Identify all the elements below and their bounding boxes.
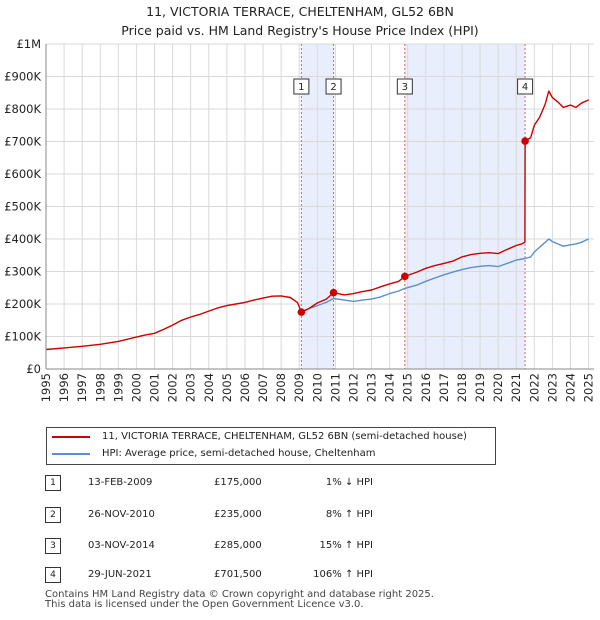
x-tick-label: 2010: [310, 373, 324, 402]
footer-line-1: Contains HM Land Registry data © Crown c…: [45, 589, 434, 600]
sale-label: 1: [298, 82, 304, 93]
x-tick-label: 2015: [401, 373, 415, 402]
sale-row: 3 03-NOV-2014 £285,000 15% ↑ HPI: [0, 537, 600, 555]
y-tick-label: £100K: [4, 330, 41, 344]
x-tick-label: 2017: [437, 373, 451, 402]
sale-label-box: [396, 78, 413, 95]
x-tick-label: 1998: [93, 373, 107, 402]
sale-hpi-diff: 15% ↑ HPI: [319, 540, 373, 551]
title-line-2: Price paid vs. HM Land Registry's House …: [121, 23, 479, 38]
sale-label-box: [293, 78, 310, 95]
x-tick-label: 2024: [563, 373, 577, 402]
x-tick-label: 2014: [383, 373, 397, 402]
sale-hpi-diff: 106% ↑ HPI: [313, 569, 373, 580]
footer-attribution: Contains HM Land Registry data © Crown c…: [45, 590, 434, 610]
x-tick-label: 2000: [129, 373, 143, 402]
y-tick-label: £200K: [4, 297, 41, 311]
y-tick-label: £800K: [4, 102, 41, 116]
x-tick-label: 2016: [419, 373, 433, 402]
legend-label-hpi: HPI: Average price, semi-detached house,…: [102, 448, 376, 459]
x-tick-label: 2012: [346, 373, 360, 402]
x-tick-label: 2008: [274, 373, 288, 402]
legend-swatch-property: [52, 436, 90, 438]
x-tick-label: 2019: [473, 373, 487, 402]
sale-point: [521, 137, 529, 145]
sale-date: 13-FEB-2009: [88, 477, 153, 488]
footer-line-2: This data is licensed under the Open Gov…: [45, 599, 364, 610]
sale-badge: 4: [45, 567, 61, 583]
y-tick-label: £0: [26, 362, 41, 376]
sale-badge: 2: [45, 507, 61, 523]
sale-row: 1 13-FEB-2009 £175,000 1% ↓ HPI: [0, 474, 600, 492]
x-tick-label: 2018: [455, 373, 469, 402]
sale-row: 4 29-JUN-2021 £701,500 106% ↑ HPI: [0, 566, 600, 584]
x-tick-label: 2002: [166, 373, 180, 402]
sale-point: [401, 272, 409, 281]
x-tick-label: 2004: [202, 373, 216, 402]
x-tick-label: 2003: [184, 373, 198, 402]
x-tick-label: 2021: [509, 373, 523, 402]
x-tick-label: 2007: [256, 373, 270, 402]
legend: 11, VICTORIA TERRACE, CHELTENHAM, GL52 6…: [46, 427, 496, 465]
x-tick-label: 2005: [220, 373, 234, 402]
sale-point: [297, 308, 306, 316]
x-tick-label: 2009: [292, 373, 306, 402]
sale-badge: 1: [45, 475, 61, 491]
y-tick-label: £500K: [4, 200, 41, 214]
sale-point: [329, 288, 338, 297]
sale-hpi-diff: 1% ↓ HPI: [325, 477, 373, 488]
sale-price: £175,000: [214, 477, 262, 488]
sale-price: £701,500: [214, 569, 262, 580]
y-tick-label: £900K: [4, 70, 41, 84]
sale-row: 2 26-NOV-2010 £235,000 8% ↑ HPI: [0, 506, 600, 524]
sale-date: 29-JUN-2021: [88, 569, 152, 580]
y-tick-label: £300K: [4, 265, 41, 279]
x-tick-label: 1995: [39, 373, 53, 402]
x-tick-label: 2013: [365, 373, 379, 402]
hpi-series-line: [301, 238, 589, 313]
y-tick-label: £400K: [4, 232, 41, 246]
x-tick-label: 2023: [545, 373, 559, 402]
sale-hpi-diff: 8% ↑ HPI: [325, 509, 373, 520]
y-tick-label: £1M: [16, 37, 41, 51]
sale-date: 26-NOV-2010: [88, 509, 155, 520]
title-line-1: 11, VICTORIA TERRACE, CHELTENHAM, GL52 6…: [146, 4, 454, 19]
sale-price: £285,000: [214, 540, 262, 551]
sale-badge: 3: [45, 538, 61, 554]
sale-price: £235,000: [214, 509, 262, 520]
y-tick-label: £600K: [4, 167, 41, 181]
x-tick-label: 2001: [148, 373, 162, 402]
sale-label: 2: [330, 82, 336, 93]
price-chart: £0 £100K £200K £300K £400K £500K £600K £700K £80…: [4, 37, 596, 402]
x-tick-label: 1997: [75, 373, 89, 402]
property-series-line: [45, 90, 589, 351]
x-tick-label: 2020: [491, 373, 505, 402]
x-tick-label: 2011: [328, 373, 342, 402]
sale-date: 03-NOV-2014: [88, 540, 155, 551]
chart-title: 11, VICTORIA TERRACE, CHELTENHAM, GL52 6…: [0, 2, 600, 40]
x-tick-label: 1996: [57, 373, 71, 402]
legend-swatch-hpi: [52, 453, 90, 455]
sale-label-box: [517, 78, 534, 95]
sale-label-box: [325, 78, 342, 95]
x-tick-label: 1999: [111, 373, 125, 402]
sale-label: 3: [402, 82, 408, 93]
y-tick-label: £700K: [4, 135, 41, 149]
legend-label-property: 11, VICTORIA TERRACE, CHELTENHAM, GL52 6…: [102, 431, 467, 442]
x-tick-label: 2025: [582, 373, 596, 402]
sale-label: 4: [522, 82, 528, 93]
x-tick-label: 2006: [238, 373, 252, 402]
x-tick-label: 2022: [527, 373, 541, 402]
